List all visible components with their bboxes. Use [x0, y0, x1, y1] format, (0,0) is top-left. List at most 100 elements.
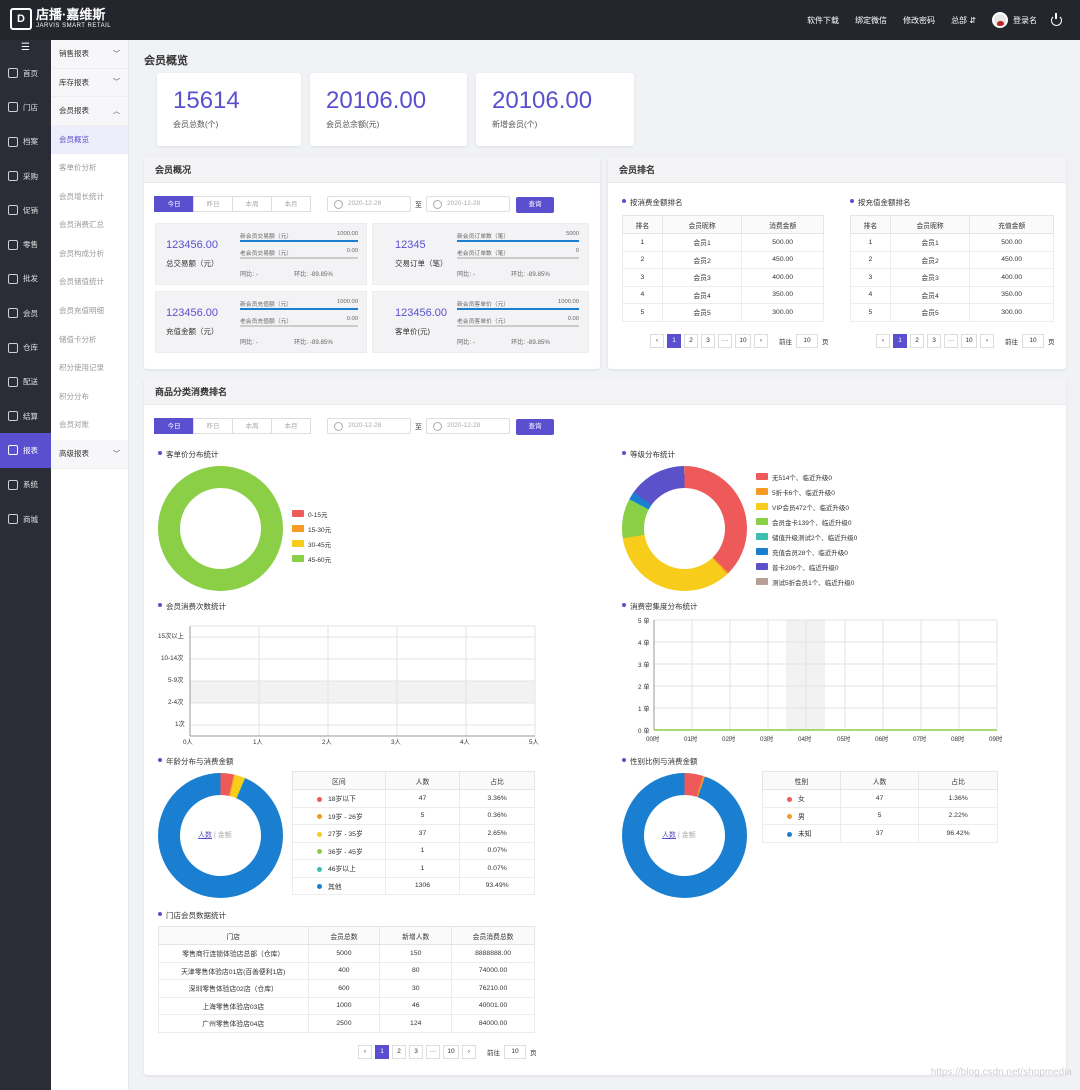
tab-today[interactable]: 今日: [154, 418, 194, 434]
tab-this-month[interactable]: 本月: [271, 196, 311, 212]
date-to-input[interactable]: 2020-12-28: [426, 196, 510, 212]
cell-text: 40001.00: [478, 1002, 508, 1010]
next-page-button[interactable]: ›: [980, 334, 994, 348]
page-button[interactable]: 1: [893, 334, 907, 348]
column-header: 区间: [292, 771, 386, 790]
nav-software-download[interactable]: 软件下载: [807, 15, 840, 25]
sidebar-item-warehouse[interactable]: 仓库: [0, 330, 51, 364]
power-icon[interactable]: [1051, 12, 1062, 26]
submenu-item[interactable]: 储值卡分析: [59, 334, 97, 344]
sidebar-item-home[interactable]: 首页: [0, 56, 51, 90]
next-page-button[interactable]: ›: [462, 1045, 476, 1059]
page-button[interactable]: 1: [375, 1045, 389, 1059]
date-to-input[interactable]: 2020-12-28: [426, 418, 510, 434]
sidebar-item-delivery[interactable]: 配送: [0, 365, 51, 399]
legend-item[interactable]: 15-30元: [292, 521, 331, 536]
table-cell: 2500: [307, 1014, 381, 1033]
submenu-item[interactable]: 会员构成分析: [59, 248, 104, 258]
query-button[interactable]: 查询: [516, 419, 554, 435]
sidebar-item-settle[interactable]: 结算: [0, 399, 51, 433]
legend-item[interactable]: VIP会员472个、临近升级0: [756, 499, 857, 514]
submenu-item[interactable]: 会员对账: [59, 420, 89, 430]
query-button[interactable]: 查询: [516, 197, 554, 213]
submenu-item[interactable]: 会员消费汇总: [59, 220, 104, 230]
legend-item[interactable]: 45-60元: [292, 551, 331, 566]
submenu-item[interactable]: 会员充值明细: [59, 306, 104, 316]
tab-amount[interactable]: 金额: [217, 832, 232, 839]
next-page-button[interactable]: ›: [754, 334, 768, 348]
menu-group-member-report[interactable]: 会员报表 ︿: [51, 97, 128, 126]
tab-yesterday[interactable]: 昨日: [193, 418, 233, 434]
tab-this-month[interactable]: 本月: [271, 418, 311, 434]
nav-headquarters-switch[interactable]: 总部 ⇵: [951, 15, 976, 25]
logo[interactable]: D 店播·嘉维斯 JARVIS SMART RETAIL: [10, 8, 111, 30]
legend-item[interactable]: 0-15元: [292, 506, 331, 521]
tab-count[interactable]: 人数: [662, 832, 676, 839]
sidebar-item-member[interactable]: 会员: [0, 296, 51, 330]
page-button[interactable]: 3: [701, 334, 715, 348]
submenu-item[interactable]: 会员增长统计: [59, 191, 104, 201]
menu-toggle-icon[interactable]: ☰: [21, 42, 30, 53]
page-button[interactable]: ···: [718, 334, 732, 348]
sidebar-item-retail[interactable]: 零售: [0, 227, 51, 261]
legend-item[interactable]: 30-45元: [292, 536, 331, 551]
tab-this-week[interactable]: 本周: [232, 418, 272, 434]
user-name[interactable]: 登录名: [1013, 15, 1037, 25]
page-button[interactable]: 3: [409, 1045, 423, 1059]
nav-change-password[interactable]: 修改密码: [903, 15, 936, 25]
table-cell: 5: [850, 303, 891, 322]
legend-item[interactable]: 5折卡6个、临近升级0: [756, 484, 857, 499]
goto-page-input[interactable]: 10: [504, 1045, 526, 1059]
sidebar-item-system[interactable]: 系统: [0, 468, 51, 502]
date-from-input[interactable]: 2020-12-28: [327, 196, 411, 212]
page-button[interactable]: 2: [392, 1045, 406, 1059]
prev-page-button[interactable]: ‹: [358, 1045, 372, 1059]
legend-item[interactable]: 储值升级测试2个、临近升级0: [756, 529, 857, 544]
sidebar-item-purchase[interactable]: 采购: [0, 159, 51, 193]
submenu-item[interactable]: 积分分布: [59, 391, 89, 401]
page-button[interactable]: 1: [667, 334, 681, 348]
sidebar-item-report[interactable]: 报表: [0, 433, 51, 468]
tab-this-week[interactable]: 本周: [232, 196, 272, 212]
goto-page-input[interactable]: 10: [796, 334, 818, 348]
tab-amount[interactable]: 金额: [681, 832, 696, 839]
page-button[interactable]: ···: [944, 334, 958, 348]
legend-item[interactable]: 无514个、临近升级0: [756, 469, 857, 484]
menu-group-stock-report[interactable]: 库存报表 ﹀: [51, 68, 128, 97]
submenu-item[interactable]: 会员储值统计: [59, 277, 104, 287]
submenu-item[interactable]: 客单价分析: [59, 163, 97, 173]
page-button[interactable]: 2: [910, 334, 924, 348]
goto-page-input[interactable]: 10: [1022, 334, 1044, 348]
legend-item[interactable]: 会员金卡139个、临近升级0: [756, 514, 857, 529]
legend-item[interactable]: 普卡206个、临近升级0: [756, 559, 857, 574]
tab-today[interactable]: 今日: [154, 196, 194, 212]
sidebar-item-mall[interactable]: 商城: [0, 502, 51, 536]
menu-group-advanced-report[interactable]: 高级报表 ﹀: [51, 440, 128, 469]
table-cell: 500.00: [969, 233, 1054, 252]
prev-page-button[interactable]: ‹: [650, 334, 664, 348]
sidebar-item-wholesale[interactable]: 批发: [0, 262, 51, 296]
date-from-input[interactable]: 2020-12-28: [327, 418, 411, 434]
page-button[interactable]: 10: [735, 334, 751, 348]
submenu-item[interactable]: 会员概览: [51, 125, 128, 155]
tab-yesterday[interactable]: 昨日: [193, 196, 233, 212]
menu-group-sales-report[interactable]: 销售报表 ﹀: [51, 40, 128, 69]
page-button[interactable]: 2: [684, 334, 698, 348]
sidebar-item-store[interactable]: 门店: [0, 90, 51, 124]
tab-count[interactable]: 人数: [198, 832, 212, 839]
cell-text: 350.00: [772, 291, 794, 299]
avatar[interactable]: [992, 12, 1008, 28]
legend-item[interactable]: 充值会员28个、临近升级0: [756, 544, 857, 559]
legend-item[interactable]: 测试5折会员1个、临近升级0: [756, 574, 857, 589]
sidebar-item-archive[interactable]: 档案: [0, 125, 51, 159]
prev-page-button[interactable]: ‹: [876, 334, 890, 348]
nav-bind-wechat[interactable]: 绑定微信: [855, 15, 888, 25]
page-button[interactable]: 10: [443, 1045, 459, 1059]
page-button[interactable]: 3: [927, 334, 941, 348]
metric-label: 客单价(元): [395, 327, 430, 336]
sidebar-item-promo[interactable]: 促销: [0, 193, 51, 227]
cell-text: 女: [798, 796, 805, 804]
submenu-item[interactable]: 积分使用记录: [59, 363, 104, 373]
page-button[interactable]: ···: [426, 1045, 440, 1059]
page-button[interactable]: 10: [961, 334, 977, 348]
